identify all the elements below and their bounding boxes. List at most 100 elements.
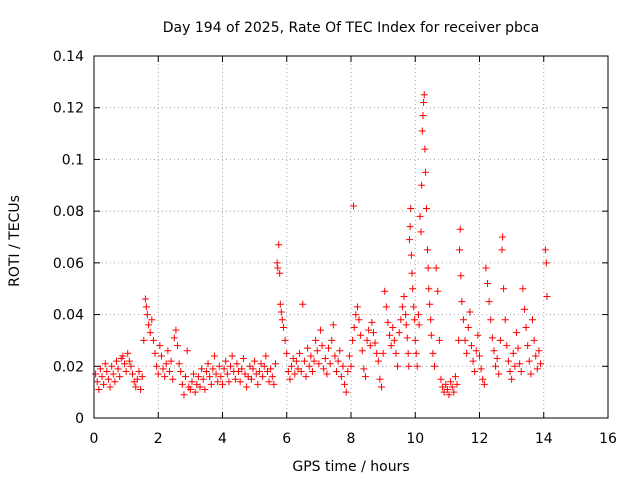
data-point [420, 91, 428, 99]
data-point [328, 336, 336, 344]
data-point [207, 380, 215, 388]
data-point [413, 362, 421, 370]
data-point [469, 357, 477, 365]
x-tick-label: 4 [218, 431, 227, 447]
data-point [363, 336, 371, 344]
chart-title: Day 194 of 2025, Rate Of TEC Index for r… [163, 20, 539, 36]
data-point [533, 365, 541, 373]
data-point [233, 360, 241, 368]
data-point [341, 380, 349, 388]
data-point [276, 300, 284, 308]
data-point [333, 367, 341, 375]
data-point [270, 380, 278, 388]
data-point [467, 342, 475, 350]
data-point [418, 127, 426, 135]
data-point [535, 347, 543, 355]
axis-tick-labels: 0 2 4 6 8 10 12 14 16 0 0.02 0.04 0.06 0.08 0.1 0.12 0.1… [53, 49, 617, 447]
data-point [355, 316, 363, 324]
x-axis-label: GPS time / hours [292, 459, 409, 475]
data-point [188, 378, 196, 386]
data-point [349, 336, 357, 344]
data-point [411, 316, 419, 324]
data-point [212, 370, 220, 378]
y-tick-label: 0.02 [53, 359, 84, 375]
data-point [496, 336, 504, 344]
data-point [116, 373, 124, 381]
data-point [365, 326, 373, 334]
data-point [297, 367, 305, 375]
data-point [170, 334, 178, 342]
x-tick-label: 12 [471, 431, 489, 447]
data-point [382, 303, 390, 311]
data-point [320, 365, 328, 373]
x-tick-label: 14 [535, 431, 553, 447]
data-point [427, 316, 435, 324]
data-point [500, 285, 508, 293]
data-point [411, 336, 419, 344]
data-point [239, 355, 247, 363]
data-point [236, 378, 244, 386]
data-point [537, 360, 545, 368]
data-point [424, 264, 432, 272]
data-point [209, 365, 217, 373]
data-point [141, 295, 149, 303]
data-point [387, 342, 395, 350]
y-tick-label: 0.1 [62, 152, 84, 168]
data-point [133, 375, 141, 383]
data-point [464, 324, 472, 331]
y-tick-label: 0.08 [53, 204, 84, 220]
data-point [145, 321, 153, 329]
y-tick-label: 0 [75, 411, 84, 427]
data-point [114, 365, 122, 373]
data-point [490, 347, 498, 355]
data-point [106, 383, 114, 391]
data-point [432, 264, 440, 272]
data-point [280, 324, 288, 331]
data-point [186, 386, 194, 394]
data-point [284, 367, 292, 375]
data-point [517, 367, 525, 375]
x-tick-label: 16 [599, 431, 617, 447]
data-point [304, 344, 312, 352]
data-point [305, 362, 313, 370]
data-point [451, 373, 459, 381]
data-point [182, 373, 190, 381]
data-point [219, 380, 226, 388]
data-point [161, 373, 169, 381]
data-point [119, 352, 127, 360]
data-point [437, 375, 445, 383]
data-point [339, 362, 347, 370]
data-point [190, 370, 198, 378]
data-point [499, 233, 507, 241]
data-point [175, 360, 183, 368]
data-point [384, 318, 392, 326]
data-point [274, 264, 282, 272]
data-point [543, 292, 551, 300]
data-point [417, 228, 425, 236]
data-point [369, 329, 377, 337]
data-point [265, 378, 273, 386]
data-point [268, 373, 276, 381]
x-tick-label: 8 [347, 431, 356, 447]
data-point [198, 365, 206, 373]
data-point [296, 349, 304, 357]
data-point [347, 362, 355, 370]
data-point [342, 388, 350, 396]
data-point [358, 347, 366, 355]
data-point [180, 391, 188, 399]
data-point [331, 352, 339, 360]
data-point [281, 336, 289, 344]
data-point [251, 357, 259, 365]
data-point [228, 352, 236, 360]
data-point [310, 357, 318, 365]
data-point [350, 324, 358, 331]
data-point [206, 373, 214, 381]
data-point [154, 370, 162, 378]
data-point [476, 352, 483, 360]
data-point [156, 342, 164, 350]
data-point [112, 357, 120, 365]
data-point [249, 365, 257, 373]
data-point [414, 311, 422, 319]
data-point [202, 367, 210, 375]
data-point [149, 336, 157, 344]
